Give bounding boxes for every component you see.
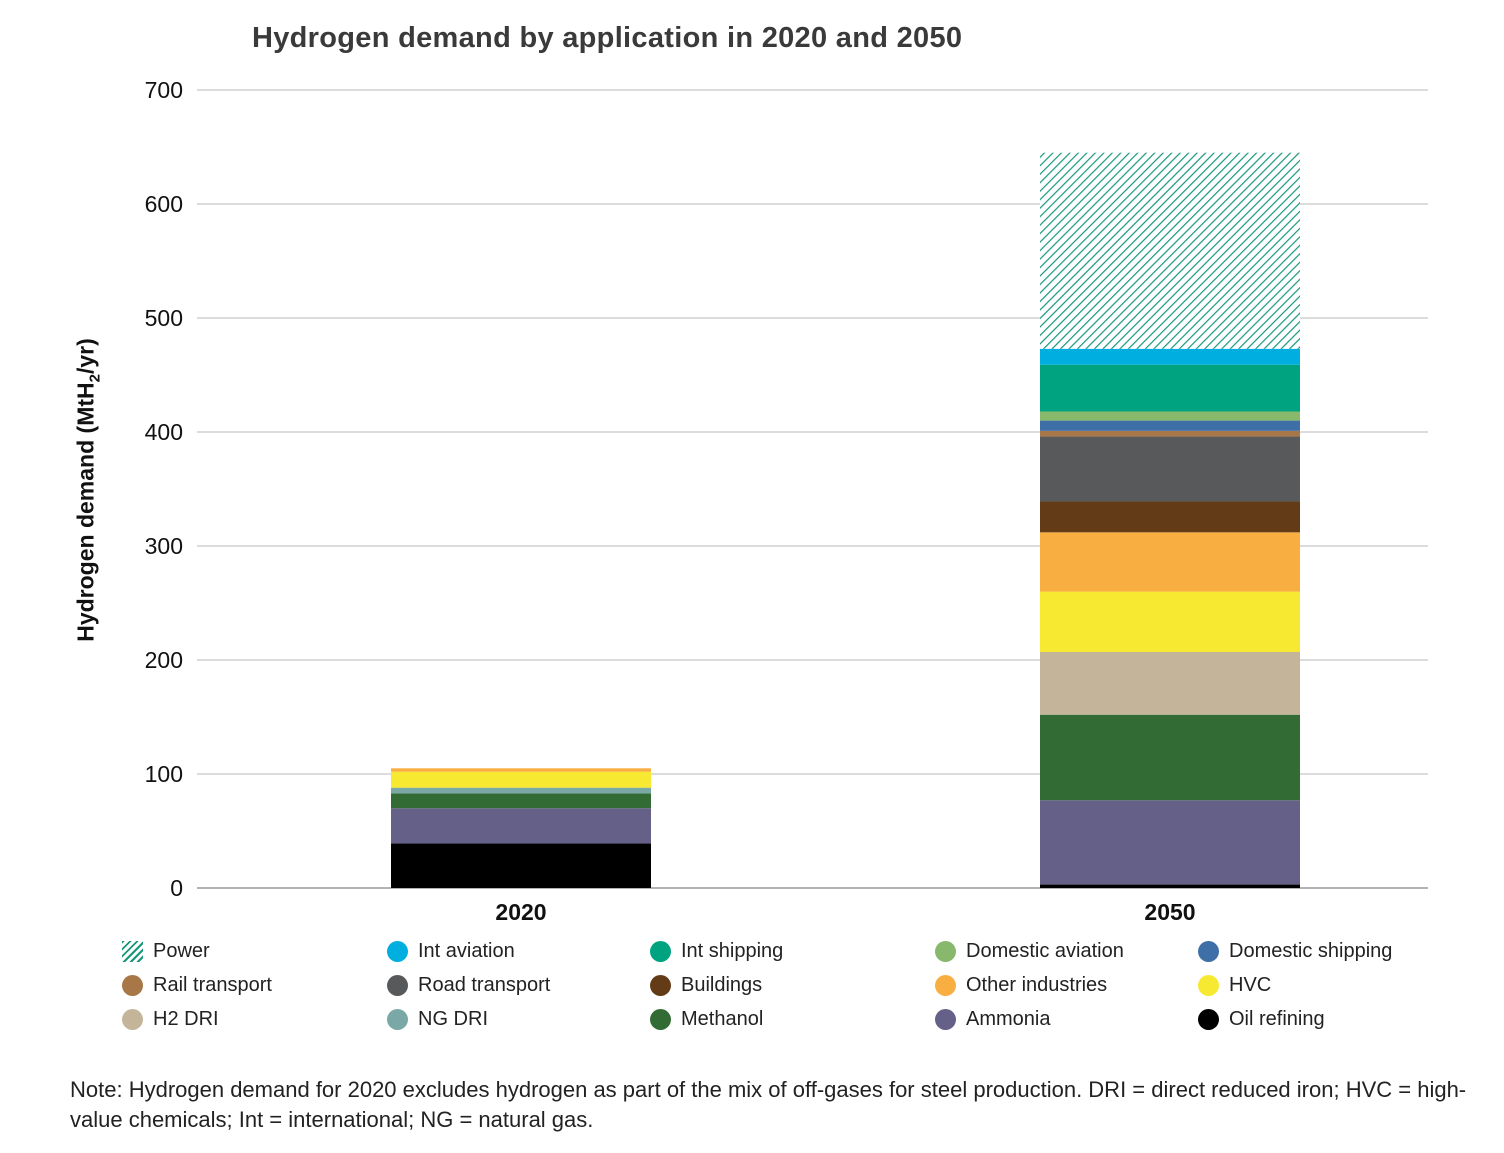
legend-item-oil-refining: Oil refining (1198, 1008, 1325, 1031)
legend-item-other-industries: Other industries (935, 974, 1107, 997)
y-tick-label: 100 (145, 761, 183, 787)
y-tick-label: 0 (170, 875, 183, 901)
legend-label: HVC (1229, 974, 1272, 996)
legend-swatch-icon (935, 941, 956, 962)
legend-swatch-icon (387, 1009, 408, 1030)
legend-swatch-icon (935, 975, 956, 996)
chart-title: Hydrogen demand by application in 2020 a… (252, 22, 963, 54)
legend-swatch-icon (122, 941, 143, 962)
legend-swatch-icon (122, 1009, 143, 1030)
legend-item-hvc: HVC (1198, 974, 1271, 997)
bar-segment-domestic-aviation-2050 (1040, 411, 1300, 421)
bar-segment-power-2050 (1040, 152, 1300, 349)
legend-item-int-shipping: Int shipping (650, 940, 783, 963)
legend-item-power: Power (122, 940, 210, 963)
stacked-bar-chart: 0 100 200 300 400 500 600 700 2020 2050 (145, 77, 1428, 925)
legend-item-road-transport: Road transport (387, 974, 550, 997)
y-tick-label: 300 (145, 533, 183, 559)
legend-label: Oil refining (1229, 1008, 1325, 1030)
legend-swatch-icon (387, 941, 408, 962)
bar-segment-h2-dri-2050 (1040, 652, 1300, 715)
legend-label: Int shipping (681, 940, 784, 962)
bar-segment-other-industries-2050 (1040, 532, 1300, 592)
legend-item-int-aviation: Int aviation (387, 940, 515, 963)
bar-segment-domestic-shipping-2050 (1040, 420, 1300, 431)
bar-segment-ammonia-2020 (391, 808, 651, 844)
legend-label: Int aviation (418, 940, 515, 962)
legend-label: Domestic aviation (966, 940, 1124, 962)
bar-segment-rail-transport-2050 (1040, 430, 1300, 437)
y-tick-label: 200 (145, 647, 183, 673)
y-axis-label: Hydrogen demand (MtH2/yr) (72, 338, 104, 642)
legend-swatch-icon (387, 975, 408, 996)
bar-segment-ng-dri-2020 (391, 787, 651, 794)
legend-item-ng-dri: NG DRI (387, 1008, 488, 1031)
legend-swatch-icon (122, 975, 143, 996)
y-tick-label: 600 (145, 191, 183, 217)
x-tick-label: 2020 (495, 899, 546, 925)
legend-item-rail-transport: Rail transport (122, 974, 272, 997)
legend-label: Power (153, 940, 210, 962)
bar-segment-int-aviation-2050 (1040, 348, 1300, 365)
legend-label: H2 DRI (153, 1008, 219, 1030)
bar-segment-int-shipping-2050 (1040, 364, 1300, 412)
legend-label: Methanol (681, 1008, 764, 1030)
bar-segment-methanol-2050 (1040, 714, 1300, 801)
legend-label: NG DRI (418, 1008, 488, 1030)
legend-item-domestic-shipping: Domestic shipping (1198, 940, 1392, 963)
bar-segment-road-transport-2050 (1040, 436, 1300, 502)
bar-segment-methanol-2020 (391, 793, 651, 809)
legend-item-domestic-aviation: Domestic aviation (935, 940, 1124, 963)
y-tick-label: 400 (145, 419, 183, 445)
legend-item-ammonia: Ammonia (935, 1008, 1050, 1031)
chart-note: Note: Hydrogen demand for 2020 excludes … (70, 1077, 1467, 1132)
legend-item-h2-dri: H2 DRI (122, 1008, 219, 1031)
legend-item-methanol: Methanol (650, 1008, 763, 1031)
legend-swatch-icon (650, 975, 671, 996)
y-tick-label: 700 (145, 77, 183, 103)
bar-segment-hvc-2020 (391, 771, 651, 788)
y-tick-label: 500 (145, 305, 183, 331)
legend-swatch-icon (1198, 975, 1219, 996)
legend-label: Road transport (418, 974, 551, 996)
legend-label: Domestic shipping (1229, 940, 1393, 962)
legend-label: Ammonia (966, 1008, 1051, 1030)
x-tick-label: 2050 (1144, 899, 1195, 925)
legend-label: Rail transport (153, 974, 272, 996)
legend-swatch-icon (1198, 1009, 1219, 1030)
legend-swatch-icon (935, 1009, 956, 1030)
legend-swatch-icon (650, 941, 671, 962)
legend-item-buildings: Buildings (650, 974, 762, 997)
legend-label: Buildings (681, 974, 763, 996)
legend-swatch-icon (1198, 941, 1219, 962)
bar-segment-oil-refining-2020 (391, 843, 651, 888)
bar-segment-oil-refining-2050 (1040, 884, 1300, 888)
bar-segment-buildings-2050 (1040, 501, 1300, 533)
bar-segment-ammonia-2050 (1040, 800, 1300, 885)
legend-swatch-icon (650, 1009, 671, 1030)
bar-segment-other-industries-2020 (391, 768, 651, 772)
legend-label: Other industries (966, 974, 1108, 996)
bar-segment-hvc-2050 (1040, 591, 1300, 653)
